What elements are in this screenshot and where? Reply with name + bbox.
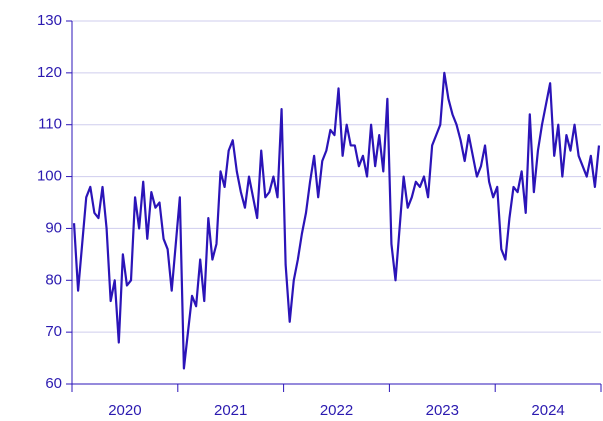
- y-tick-label: 60: [45, 375, 62, 392]
- x-tick-label: 2023: [426, 402, 459, 419]
- y-tick-label: 100: [37, 168, 62, 185]
- y-tick-label: 110: [38, 116, 62, 133]
- x-tick-label: 2024: [531, 402, 564, 419]
- y-tick-label: 120: [37, 64, 62, 81]
- x-tick-label: 2020: [108, 402, 141, 419]
- y-tick-label: 90: [45, 219, 62, 236]
- y-tick-label: 130: [37, 12, 62, 29]
- y-tick-label: 70: [45, 323, 62, 340]
- x-tick-label: 2021: [214, 402, 247, 419]
- data-line: [72, 71, 601, 370]
- y-tick-label: 80: [45, 271, 62, 288]
- x-tick-label: 2022: [320, 402, 353, 419]
